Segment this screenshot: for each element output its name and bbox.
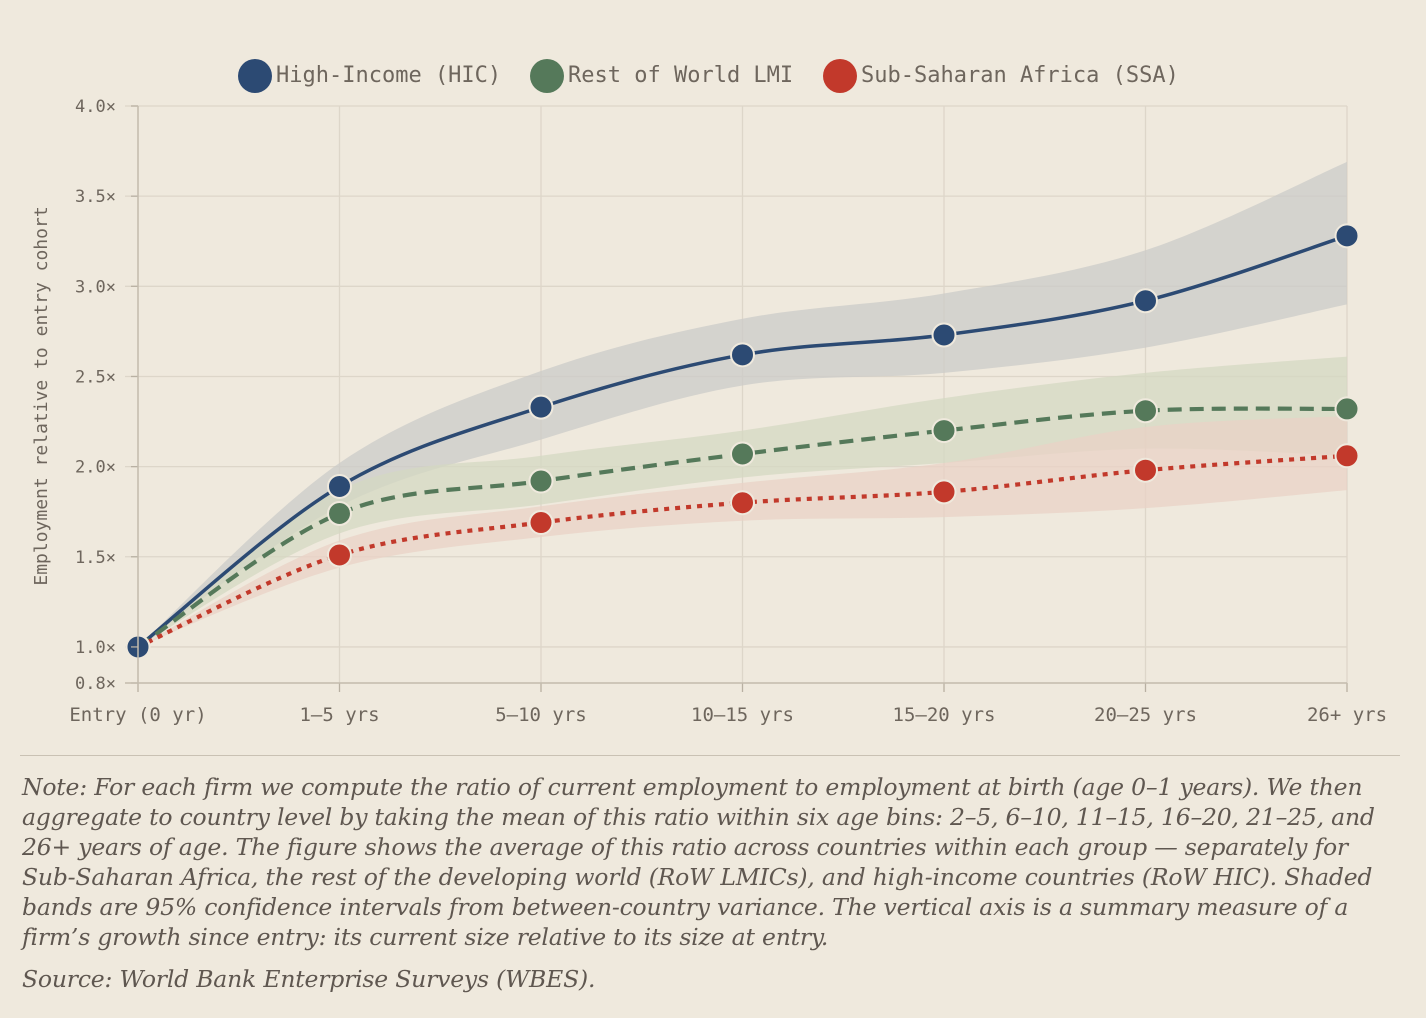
x-tick-label: 15–20 yrs bbox=[893, 704, 996, 726]
data-point bbox=[931, 322, 957, 348]
y-tick-label: 1.0× bbox=[75, 638, 116, 658]
x-tick-label: 26+ yrs bbox=[1307, 704, 1387, 726]
data-point bbox=[528, 394, 554, 420]
data-point bbox=[327, 473, 352, 499]
data-point bbox=[327, 542, 352, 568]
y-tick-label: 4.0× bbox=[75, 97, 116, 117]
y-tick-label: 2.0× bbox=[75, 458, 116, 478]
y-tick-label: 3.5× bbox=[75, 187, 116, 207]
data-point bbox=[730, 441, 755, 467]
source-text: Source: World Bank Enterprise Surveys (W… bbox=[22, 965, 596, 993]
y-tick-label: 2.5× bbox=[75, 367, 116, 387]
legend-label: Rest of World LMI bbox=[568, 63, 793, 88]
data-point bbox=[730, 490, 755, 516]
legend-marker bbox=[530, 59, 564, 93]
data-point bbox=[1133, 457, 1158, 483]
ci-band-2 bbox=[138, 416, 1347, 647]
data-point bbox=[528, 510, 554, 536]
x-tick-label: Entry (0 yr) bbox=[69, 704, 206, 726]
data-point bbox=[1334, 223, 1360, 249]
data-point bbox=[1334, 396, 1360, 422]
data-point bbox=[931, 418, 957, 444]
data-point bbox=[1133, 288, 1158, 314]
x-tick-label: 5–10 yrs bbox=[495, 704, 587, 726]
data-point bbox=[931, 479, 957, 505]
note-text: Note: For each firm we compute the ratio… bbox=[22, 773, 1375, 951]
ci-band-0 bbox=[138, 161, 1347, 647]
y-tick-label: 0.8× bbox=[75, 674, 116, 694]
data-point bbox=[327, 501, 352, 527]
data-point bbox=[1133, 398, 1158, 424]
legend-marker bbox=[823, 59, 857, 93]
legend-label: High-Income (HIC) bbox=[276, 63, 501, 88]
figure-notes: Note: For each firm we compute the ratio… bbox=[22, 772, 1407, 994]
y-tick-label: 1.5× bbox=[75, 548, 116, 568]
divider bbox=[20, 755, 1400, 756]
x-tick-label: 1–5 yrs bbox=[299, 704, 379, 726]
legend: High-Income (HIC) Rest of World LMI Sub-Sa… bbox=[238, 59, 1179, 93]
x-tick-label: 10–15 yrs bbox=[691, 704, 794, 726]
ci-band-1 bbox=[138, 356, 1347, 647]
x-tick-label: 20–25 yrs bbox=[1094, 704, 1197, 726]
data-point bbox=[1334, 443, 1360, 469]
data-point bbox=[528, 468, 554, 494]
axes: 0.8× 1.0× 1.5× 2.0× 2.5× 3.0× 3.5× 4.0× Entry (0… bbox=[31, 97, 1387, 726]
y-axis-title: Employment relative to entry cohort bbox=[31, 206, 52, 585]
y-tick-label: 3.0× bbox=[75, 277, 116, 297]
data-point bbox=[730, 342, 755, 368]
confidence-bands bbox=[138, 161, 1347, 647]
employment-growth-chart: 0.8× 1.0× 1.5× 2.0× 2.5× 3.0× 3.5× 4.0× Entry (0… bbox=[31, 59, 1387, 726]
legend-label: Sub-Saharan Africa (SSA) bbox=[861, 63, 1179, 88]
legend-marker bbox=[238, 59, 272, 93]
